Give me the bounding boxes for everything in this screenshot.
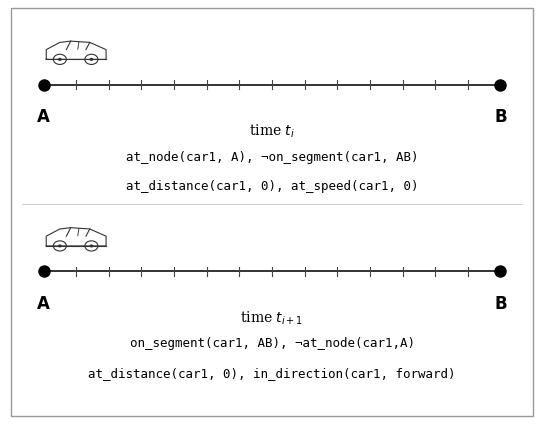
Text: time $t_{i+1}$: time $t_{i+1}$ [240,310,304,327]
Circle shape [58,58,62,61]
Text: at_distance(car1, 0), at_speed(car1, 0): at_distance(car1, 0), at_speed(car1, 0) [126,180,418,193]
FancyBboxPatch shape [11,8,533,416]
Text: at_distance(car1, 0), in_direction(car1, forward): at_distance(car1, 0), in_direction(car1,… [88,367,456,380]
Text: B: B [494,295,507,312]
Text: on_segment(car1, AB), ¬at_node(car1,A): on_segment(car1, AB), ¬at_node(car1,A) [129,337,415,350]
Text: B: B [494,108,507,126]
Circle shape [89,58,94,61]
Text: A: A [37,108,50,126]
Circle shape [89,244,94,248]
Text: at_node(car1, A), ¬on_segment(car1, AB): at_node(car1, A), ¬on_segment(car1, AB) [126,151,418,164]
Text: A: A [37,295,50,312]
Text: time $t_i$: time $t_i$ [249,123,295,140]
Circle shape [58,244,62,248]
